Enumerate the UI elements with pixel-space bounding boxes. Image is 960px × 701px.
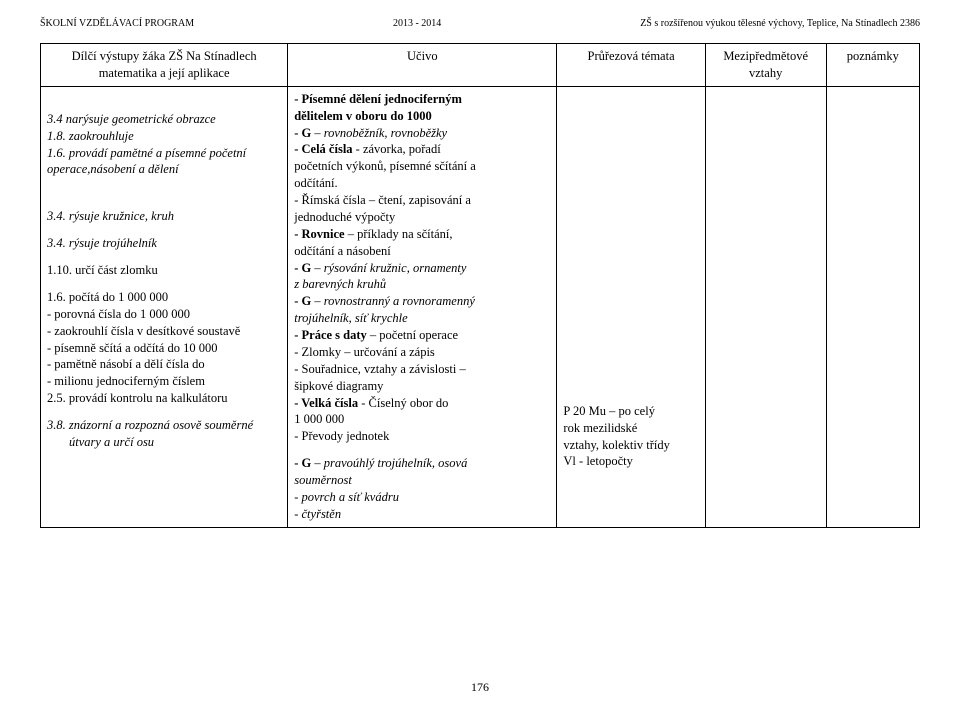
content-item: - Práce s daty bbox=[294, 328, 367, 342]
content-item: – rovnoběžník, rovnoběžky bbox=[311, 126, 447, 140]
col-header-outcomes-l2: matematika a její aplikace bbox=[99, 66, 230, 80]
content-item: početních výkonů, písemné sčítání a bbox=[294, 158, 550, 175]
cross-item: vztahy, kolektiv třídy bbox=[563, 437, 698, 454]
cell-notes bbox=[826, 86, 919, 527]
outcome-item: - zaokrouhlí čísla v desítkové soustavě bbox=[47, 323, 281, 340]
col-header-relations-l1: Mezipředmětové bbox=[723, 49, 808, 63]
running-header: ŠKOLNÍ VZDĚLÁVACÍ PROGRAM 2013 - 2014 ZŠ… bbox=[40, 18, 920, 29]
header-right: ZŠ s rozšířenou výukou tělesné výchovy, … bbox=[640, 18, 920, 29]
page-number: 176 bbox=[0, 680, 960, 695]
content-item: dělitelem v oboru do 1000 bbox=[294, 109, 432, 123]
content-item: - Převody jednotek bbox=[294, 428, 550, 445]
content-item: - čtyřstěn bbox=[294, 507, 341, 521]
content-item: odčítání a násobení bbox=[294, 243, 550, 260]
content-item: – početní operace bbox=[367, 328, 458, 342]
outcome-item: útvary a určí osu bbox=[69, 435, 154, 449]
content-item: - Souřadnice, vztahy a závislosti – bbox=[294, 361, 550, 378]
content-item: - Číselný obor do bbox=[358, 396, 448, 410]
content-item: - G bbox=[294, 456, 311, 470]
outcome-item: 3.4. rýsuje trojúhelník bbox=[47, 236, 157, 250]
content-item: souměrnost bbox=[294, 473, 352, 487]
outcome-item: 1.10. určí část zlomku bbox=[47, 262, 281, 279]
content-item: - Římská čísla – čtení, zapisování a bbox=[294, 192, 550, 209]
col-header-outcomes-l1: Dílčí výstupy žáka ZŠ Na Stínadlech bbox=[72, 49, 257, 63]
cross-item: Vl - letopočty bbox=[563, 453, 698, 470]
content-item: – rýsování kružnic, ornamenty bbox=[311, 261, 466, 275]
outcome-item: 3.4 narýsuje geometrické obrazce bbox=[47, 112, 216, 126]
content-item: šipkové diagramy bbox=[294, 378, 550, 395]
page: ŠKOLNÍ VZDĚLÁVACÍ PROGRAM 2013 - 2014 ZŠ… bbox=[0, 0, 960, 701]
outcome-item: - milionu jednociferným číslem bbox=[47, 373, 281, 390]
content-item: odčítání. bbox=[294, 175, 550, 192]
cross-item: rok mezilidské bbox=[563, 420, 698, 437]
col-header-cross-topics: Průřezová témata bbox=[557, 44, 705, 87]
table-header-row: Dílčí výstupy žáka ZŠ Na Stínadlech mate… bbox=[41, 44, 920, 87]
cell-relations bbox=[705, 86, 826, 527]
content-item: - povrch a síť kvádru bbox=[294, 490, 399, 504]
content-item: – pravoúhlý trojúhelník, osová bbox=[311, 456, 467, 470]
outcome-item: operace,násobení a dělení bbox=[47, 162, 179, 176]
col-header-outcomes: Dílčí výstupy žáka ZŠ Na Stínadlech mate… bbox=[41, 44, 288, 87]
outcome-item: 3.8. znázorní a rozpozná osově souměrné bbox=[47, 418, 253, 432]
outcome-item: 3.4. rýsuje kružnice, kruh bbox=[47, 209, 174, 223]
content-item: trojúhelník, síť krychle bbox=[294, 311, 407, 325]
col-header-relations-l2: vztahy bbox=[749, 66, 782, 80]
outcome-item: - porovná čísla do 1 000 000 bbox=[47, 306, 281, 323]
header-left: ŠKOLNÍ VZDĚLÁVACÍ PROGRAM bbox=[40, 18, 194, 29]
col-header-content: Učivo bbox=[288, 44, 557, 87]
content-item: - závorka, pořadí bbox=[353, 142, 441, 156]
outcome-item: 1.8. zaokrouhluje bbox=[47, 129, 134, 143]
outcome-item: - písemně sčítá a odčítá do 10 000 bbox=[47, 340, 281, 357]
outcome-item: 1.6. počítá do 1 000 000 bbox=[47, 289, 281, 306]
outcome-item: 1.6. provádí pamětné a písemné početní bbox=[47, 146, 246, 160]
cross-item: P 20 Mu – po celý bbox=[563, 403, 698, 420]
content-item: - Rovnice bbox=[294, 227, 344, 241]
content-item: - Celá čísla bbox=[294, 142, 352, 156]
content-item: – příklady na sčítání, bbox=[345, 227, 453, 241]
cell-cross-topics: P 20 Mu – po celý rok mezilidské vztahy,… bbox=[557, 86, 705, 527]
col-header-notes: poznámky bbox=[826, 44, 919, 87]
outcome-item: 2.5. provádí kontrolu na kalkulátoru bbox=[47, 390, 281, 407]
cell-content: - Písemné dělení jednociferným dělitelem… bbox=[288, 86, 557, 527]
header-center: 2013 - 2014 bbox=[393, 18, 441, 29]
cell-outcomes: 3.4 narýsuje geometrické obrazce 1.8. za… bbox=[41, 86, 288, 527]
content-item: - Písemné dělení jednociferným bbox=[294, 92, 462, 106]
content-item: - Zlomky – určování a zápis bbox=[294, 344, 550, 361]
content-item: - G bbox=[294, 294, 311, 308]
content-item: 1 000 000 bbox=[294, 411, 550, 428]
content-item: - G bbox=[294, 261, 311, 275]
content-item: - Velká čísla bbox=[294, 396, 358, 410]
content-item: jednoduché výpočty bbox=[294, 209, 550, 226]
table-row: 3.4 narýsuje geometrické obrazce 1.8. za… bbox=[41, 86, 920, 527]
curriculum-table: Dílčí výstupy žáka ZŠ Na Stínadlech mate… bbox=[40, 43, 920, 528]
content-item: - G bbox=[294, 126, 311, 140]
content-item: z barevných kruhů bbox=[294, 277, 386, 291]
col-header-relations: Mezipředmětové vztahy bbox=[705, 44, 826, 87]
outcome-item: - pamětně násobí a dělí čísla do bbox=[47, 356, 281, 373]
content-item: – rovnostranný a rovnoramenný bbox=[311, 294, 475, 308]
